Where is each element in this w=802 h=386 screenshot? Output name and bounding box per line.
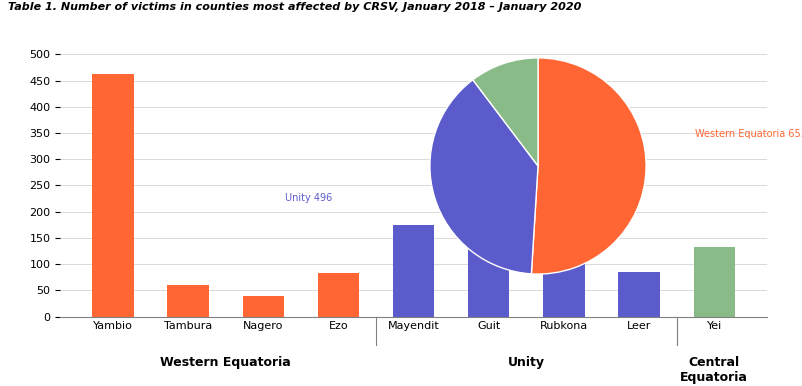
Wedge shape	[472, 58, 537, 166]
Bar	[468, 248, 508, 317]
Bar	[318, 273, 358, 317]
Text: Western Equatoria: Western Equatoria	[160, 356, 290, 369]
Bar	[92, 74, 133, 317]
Bar	[167, 284, 209, 317]
Text: Western Equatoria 653: Western Equatoria 653	[694, 129, 802, 139]
Wedge shape	[531, 58, 646, 274]
Text: Table 1. Number of victims in counties most affected by CRSV, January 2018 – Jan: Table 1. Number of victims in counties m…	[8, 2, 581, 12]
Bar	[392, 225, 434, 317]
Bar	[242, 296, 284, 317]
Text: Unity: Unity	[507, 356, 544, 369]
Bar	[542, 261, 584, 317]
Text: Unity 496: Unity 496	[285, 193, 331, 203]
Wedge shape	[429, 80, 537, 274]
Text: Central
Equatoria: Central Equatoria	[679, 356, 747, 384]
Bar	[618, 273, 659, 317]
Bar	[693, 247, 734, 317]
